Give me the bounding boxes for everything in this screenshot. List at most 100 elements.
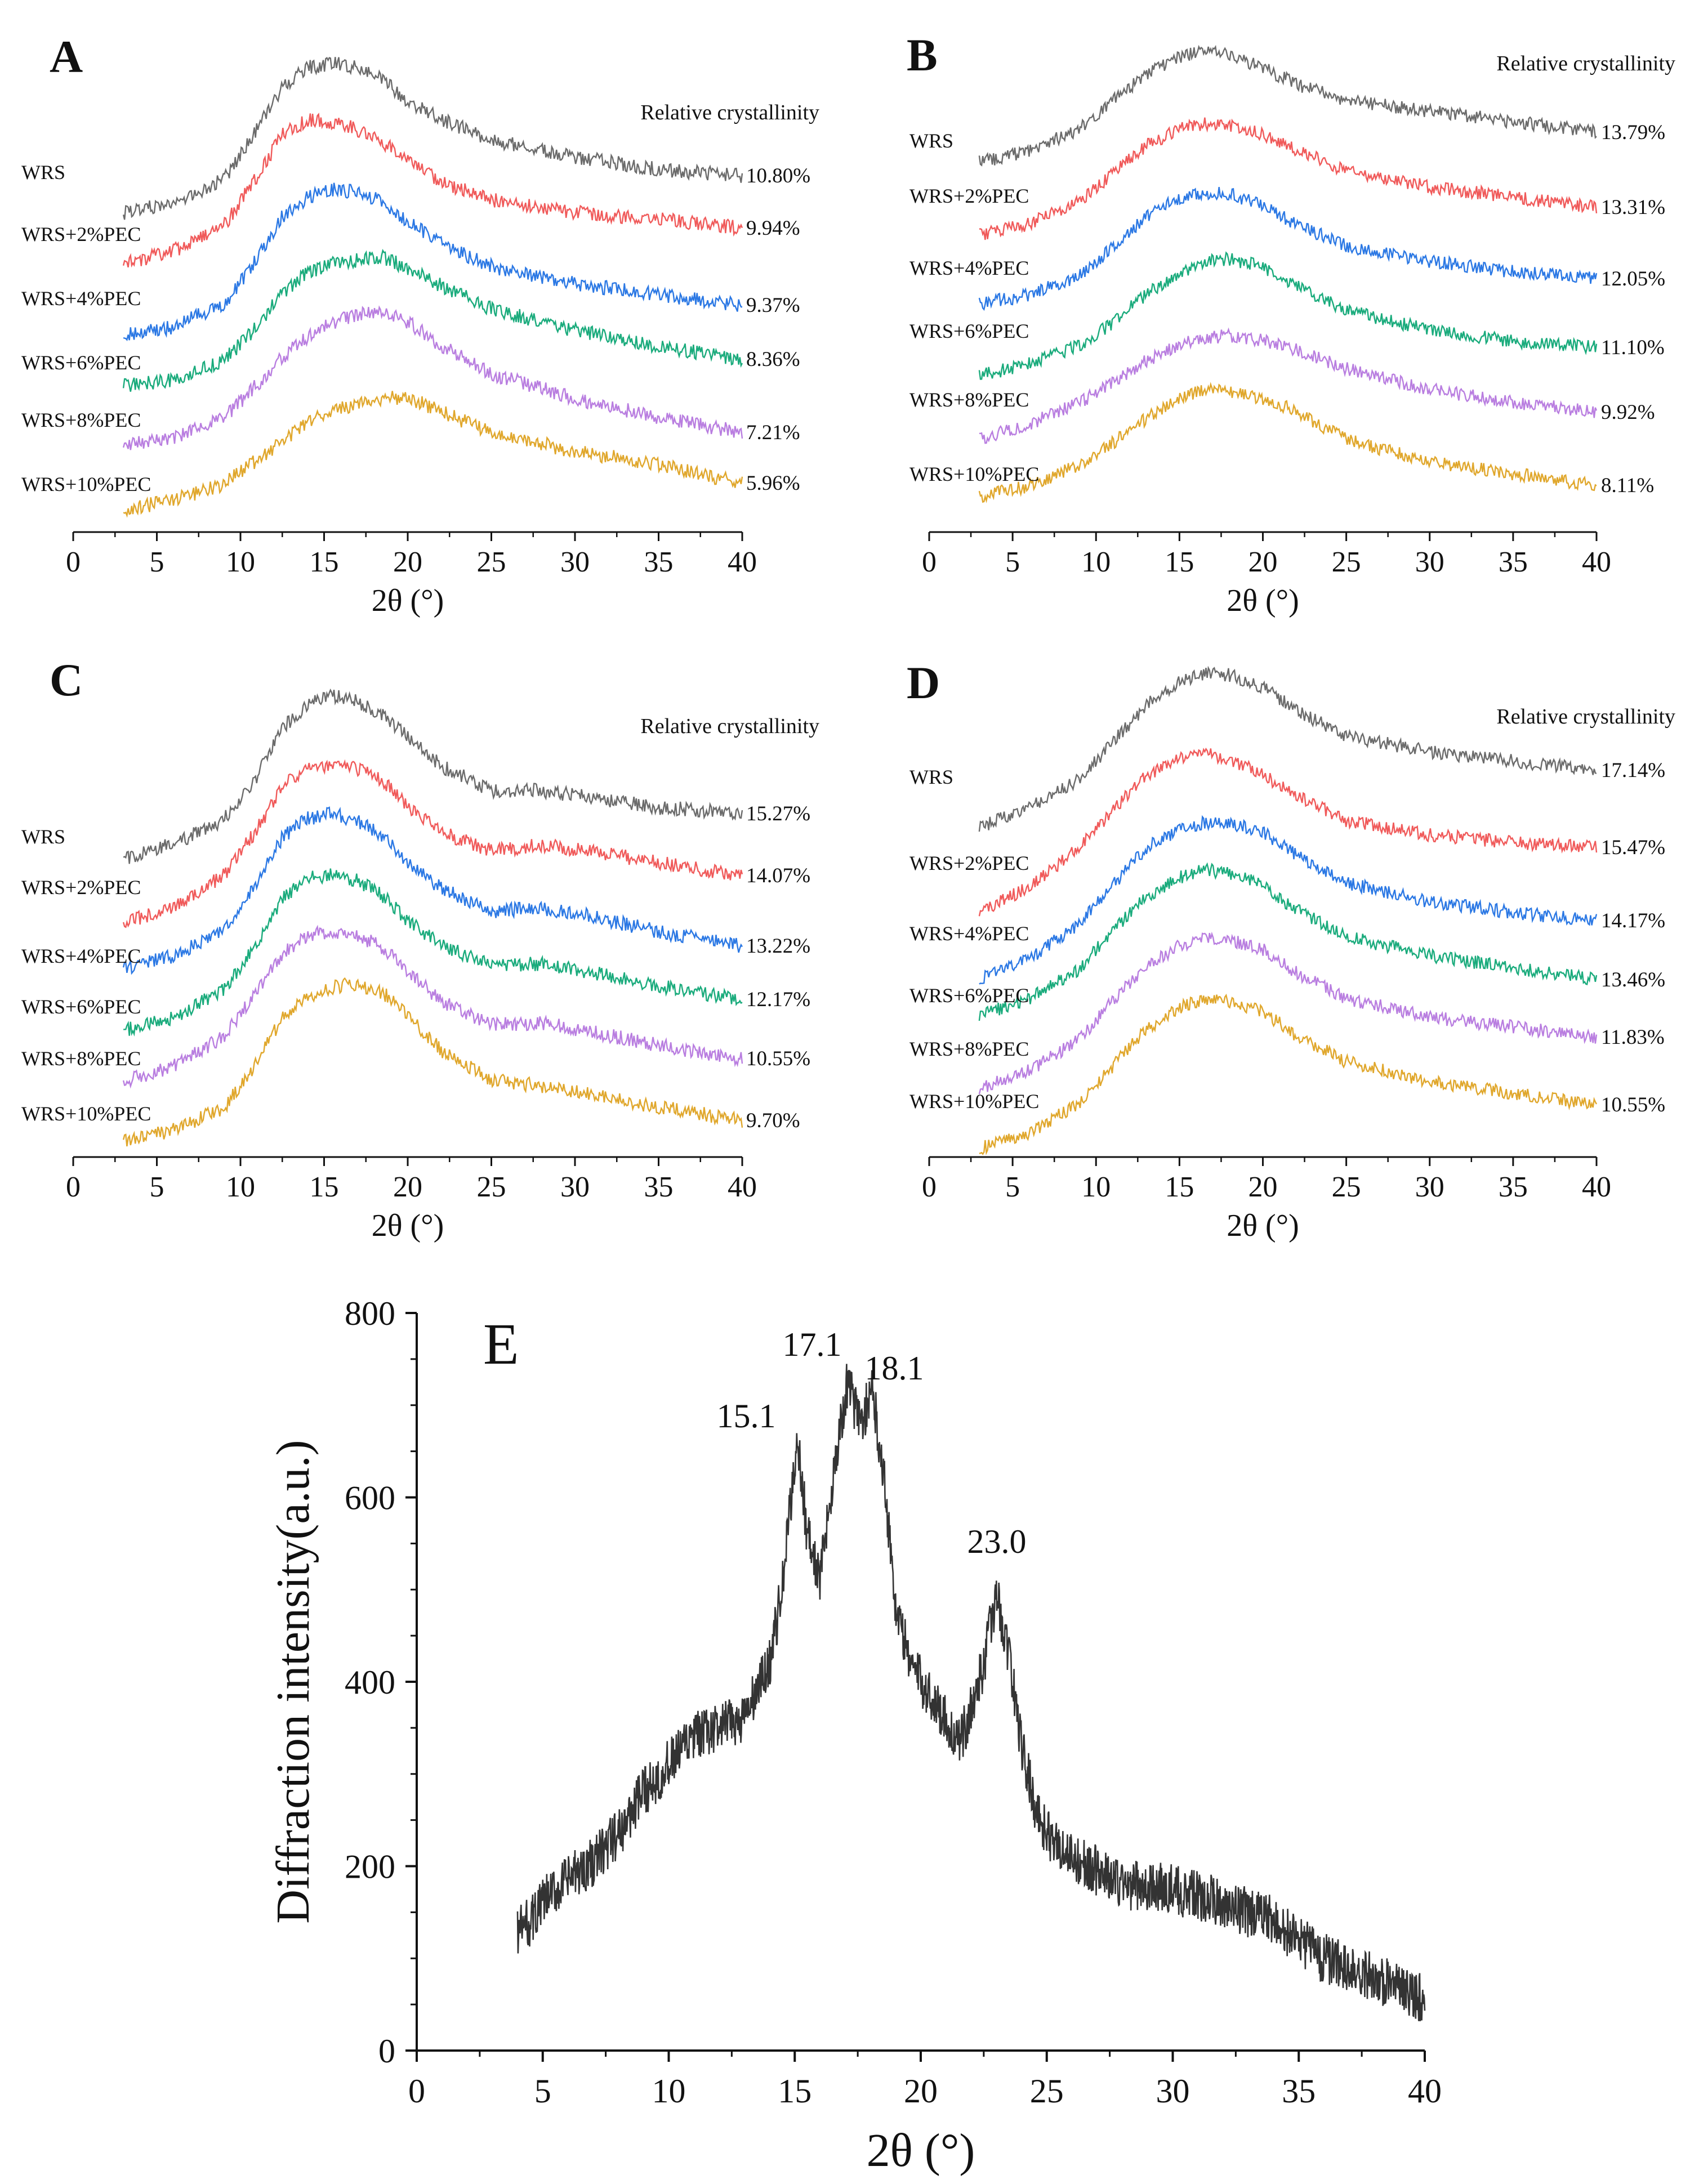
x-tick-label: 30: [1156, 2073, 1190, 2110]
crystallinity-value-label: 14.07%: [746, 864, 810, 887]
series-line-wrs-4-pec: [122, 806, 743, 975]
x-tick-label: 30: [560, 546, 590, 578]
series-label: WRS: [21, 161, 65, 184]
x-tick-label: 0: [922, 546, 937, 578]
x-tick-label: 35: [1499, 546, 1528, 578]
crystallinity-value-label: 11.83%: [1601, 1026, 1665, 1049]
crystallinity-value-label: 9.94%: [746, 217, 800, 240]
x-tick-label: 25: [477, 546, 506, 578]
crystallinity-value-label: 14.17%: [1601, 909, 1665, 932]
series-label: WRS+8%PEC: [21, 1047, 141, 1070]
y-tick-label: 200: [345, 1848, 395, 1886]
series-line-wrs-10-pec: [123, 391, 743, 518]
x-tick-label: 5: [150, 546, 164, 578]
series-label: WRS+4%PEC: [21, 945, 141, 967]
panel-letter-d: D: [907, 657, 940, 708]
panel-letter-b: B: [907, 29, 938, 81]
series-line-wrs-6-pec: [123, 868, 743, 1037]
x-tick-label: 15: [778, 2073, 811, 2110]
series-line-wrs: [978, 666, 1597, 832]
x-tick-label: 0: [922, 1171, 937, 1203]
x-axis-title: 2θ (°): [1227, 583, 1299, 618]
x-tick-label: 15: [310, 546, 339, 578]
diffraction-trace: [516, 1364, 1426, 2021]
x-tick-label: 10: [226, 1171, 255, 1203]
peak-label: 18.1: [865, 1350, 924, 1387]
x-axis-title: 2θ (°): [1227, 1208, 1299, 1243]
peak-label: 17.1: [783, 1326, 842, 1363]
x-tick-label: 35: [1499, 1171, 1528, 1203]
x-tick-label: 0: [66, 546, 81, 578]
x-tick-label: 0: [66, 1171, 81, 1203]
x-tick-label: 20: [1248, 1171, 1278, 1203]
crystallinity-value-label: 10.55%: [1601, 1093, 1665, 1116]
series-label: WRS: [909, 129, 953, 152]
series-line-wrs-6-pec: [978, 862, 1598, 1021]
crystallinity-value-label: 12.17%: [746, 988, 810, 1011]
series-line-wrs-10-pec: [122, 977, 743, 1147]
panel-letter-a: A: [50, 31, 83, 82]
x-tick-label: 15: [310, 1171, 339, 1203]
crystallinity-value-label: 11.10%: [1601, 336, 1665, 359]
panel-a: A 0 5 10 15 20 25 30 35 40 2θ (°) Relative crystall…: [21, 31, 819, 618]
x-tick-label: 35: [644, 1171, 674, 1203]
crystallinity-value-label: 13.31%: [1601, 196, 1665, 219]
x-axis-title: 2θ (°): [372, 1208, 444, 1243]
crystallinity-value-label: 9.37%: [746, 294, 800, 317]
crystallinity-value-label: 13.46%: [1601, 968, 1665, 991]
x-tick-label: 25: [477, 1171, 506, 1203]
series-line-wrs-2-pec: [979, 117, 1598, 240]
peak-label: 15.1: [717, 1397, 776, 1435]
x-tick-label: 5: [150, 1171, 164, 1203]
crystallinity-value-label: 13.79%: [1601, 121, 1665, 144]
y-tick-label: 0: [378, 2033, 395, 2070]
crystallinity-value-label: 7.21%: [746, 421, 800, 444]
x-tick-label: 25: [1030, 2073, 1064, 2110]
x-tick-label: 5: [1005, 546, 1020, 578]
x-tick-label: 25: [1332, 546, 1361, 578]
relative-crystallinity-title: Relative crystallinity: [1496, 52, 1675, 75]
series-label: WRS+8%PEC: [909, 388, 1029, 411]
crystallinity-value-label: 13.22%: [746, 935, 810, 958]
x-tick-label: 15: [1165, 1171, 1194, 1203]
series-line-wrs-6-pec: [978, 251, 1598, 380]
x-tick-label: 35: [1282, 2073, 1316, 2110]
x-axis-title: 2θ (°): [867, 2124, 975, 2177]
crystallinity-value-label: 15.47%: [1601, 836, 1665, 859]
series-line-wrs-8-pec: [979, 327, 1598, 444]
series-label: WRS+4%PEC: [21, 287, 141, 310]
x-tick-label: 40: [1408, 2073, 1442, 2110]
x-tick-label: 40: [728, 1171, 757, 1203]
x-tick-label: 40: [1582, 1171, 1611, 1203]
x-tick-label: 25: [1332, 1171, 1361, 1203]
series-label: WRS+6%PEC: [909, 320, 1029, 342]
series-label: WRS+8%PEC: [21, 409, 141, 431]
crystallinity-value-label: 8.11%: [1601, 474, 1654, 497]
series-label: WRS+2%PEC: [21, 223, 141, 245]
x-tick-label: 10: [1081, 546, 1111, 578]
crystallinity-value-label: 9.92%: [1601, 401, 1655, 424]
series-label: WRS+4%PEC: [909, 257, 1029, 279]
y-tick-label: 400: [345, 1664, 395, 1701]
relative-crystallinity-title: Relative crystallinity: [640, 101, 819, 124]
series-label: WRS+2%PEC: [21, 876, 141, 899]
relative-crystallinity-title: Relative crystallinity: [640, 714, 819, 738]
series-label: WRS+10%PEC: [909, 463, 1039, 485]
series-label: WRS: [21, 825, 65, 848]
x-tick-label: 30: [560, 1171, 590, 1203]
x-tick-label: 5: [1005, 1171, 1020, 1203]
crystallinity-value-label: 9.70%: [746, 1109, 800, 1132]
panel-b: B 0 5 10 15 20 25 30 35 40 2θ (°) Relative crystall…: [907, 29, 1675, 618]
series-label: WRS+6%PEC: [909, 984, 1029, 1007]
series-line-wrs: [978, 44, 1597, 167]
series-line-wrs: [123, 688, 743, 864]
series-label: WRS+10%PEC: [909, 1090, 1039, 1113]
x-tick-label: 10: [652, 2073, 686, 2110]
series-line-wrs-10-pec: [979, 993, 1598, 1155]
series-line-wrs-8-pec: [122, 305, 743, 450]
x-tick-label: 5: [534, 2073, 551, 2110]
series-line-wrs-8-pec: [122, 924, 743, 1089]
x-tick-label: 10: [226, 546, 255, 578]
series-line-wrs-10-pec: [978, 382, 1597, 503]
